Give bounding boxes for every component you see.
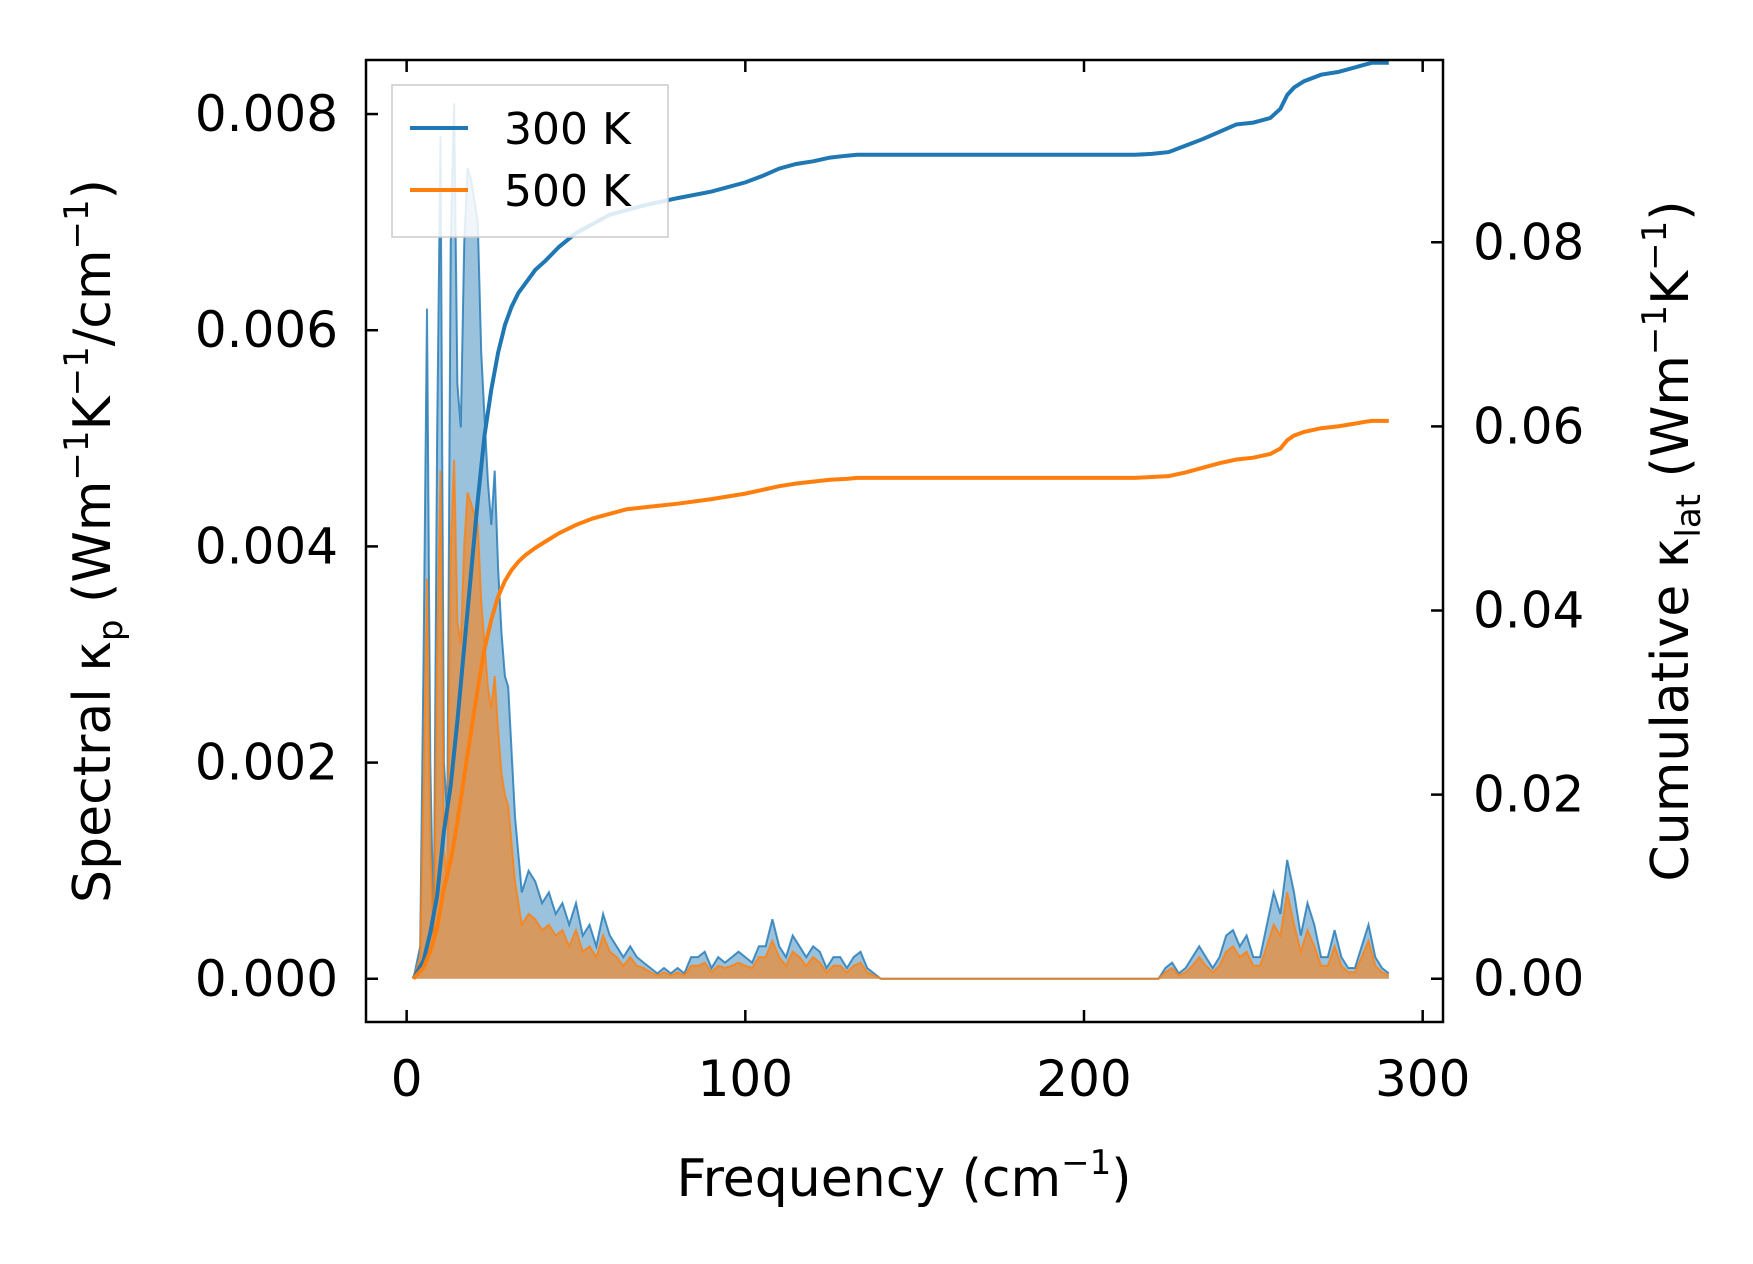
y-right-tick-label-2: 0.04 xyxy=(1473,582,1584,640)
x-tick-label-0: 0 xyxy=(391,1050,423,1108)
x-axis-label: Frequency (cm−1) xyxy=(676,1143,1131,1209)
spectral-fill-500k xyxy=(413,459,1389,979)
cumulative-line-500k xyxy=(411,418,1389,981)
y-left-tick-label-4: 0.008 xyxy=(195,85,338,143)
axes-frame xyxy=(364,58,1445,1024)
x-tick-label-200: 200 xyxy=(1036,1050,1131,1108)
x-tick-label-300: 300 xyxy=(1375,1050,1470,1108)
ticks: 0 100 200 300 0.000 0.002 0.004 0.006 0.008 0.00 0… xyxy=(195,60,1584,1108)
y-left-tick-label-1: 0.002 xyxy=(195,734,338,792)
y-left-tick-label-0: 0.000 xyxy=(195,950,338,1008)
y-right-tick-label-0: 0.00 xyxy=(1473,950,1584,1008)
x-tick-label-100: 100 xyxy=(698,1050,793,1108)
cumulative-line-300k xyxy=(411,60,1389,980)
y-right-axis-label: Cumulative κlat (Wm−1K−1) xyxy=(1635,200,1709,881)
y-right-tick-label-1: 0.02 xyxy=(1473,766,1584,824)
spectral-line-300k xyxy=(412,103,1390,980)
y-left-tick-label-3: 0.006 xyxy=(195,301,338,359)
y-left-axis-label: Spectral κp (Wm−1K−1/cm−1) xyxy=(57,179,131,903)
legend-label-500k: 500 K xyxy=(504,166,632,217)
plot-area xyxy=(411,60,1390,981)
legend-frame xyxy=(391,84,669,238)
y-left-tick-label-2: 0.004 xyxy=(195,517,338,575)
legend: 300 K 500 K xyxy=(391,84,669,238)
y-right-tick-label-4: 0.08 xyxy=(1473,213,1584,271)
legend-label-300k: 300 K xyxy=(504,104,632,155)
spectral-line-500k xyxy=(412,459,1390,980)
y-right-tick-label-3: 0.06 xyxy=(1473,397,1584,455)
